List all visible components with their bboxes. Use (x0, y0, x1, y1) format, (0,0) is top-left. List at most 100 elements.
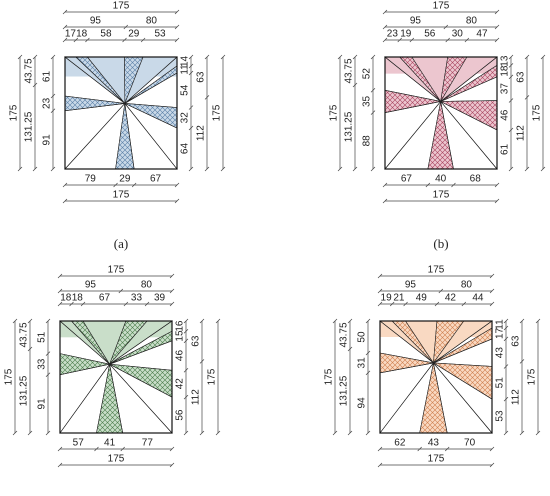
dim-tick (27, 430, 33, 436)
dim-tick (519, 359, 525, 364)
dim-tick (57, 301, 63, 307)
dim-tick (62, 182, 68, 188)
dim-tick (50, 166, 56, 172)
dim-tick (445, 37, 450, 43)
dim-tick (183, 338, 189, 344)
dim-tick (199, 359, 205, 364)
dim-label: 80 (466, 16, 478, 27)
dim-tick (352, 82, 358, 88)
dim-label: 50 (357, 331, 368, 343)
dim-tick (50, 93, 56, 99)
dim-tick (365, 350, 371, 356)
dim-tick (508, 166, 514, 172)
dim-label: 175 (329, 104, 340, 121)
dim-tick (337, 54, 343, 60)
dim-tick (352, 54, 358, 60)
dim-tick (80, 301, 86, 307)
dim-tick (508, 127, 514, 133)
dim-tick (45, 430, 51, 436)
dim-tick (73, 37, 79, 43)
dim-tick (382, 37, 388, 43)
dim-tick (169, 288, 175, 294)
dim-tick (199, 318, 205, 324)
dim-label: 80 (146, 16, 158, 27)
dim-tick (12, 318, 18, 324)
dim-tick (12, 430, 18, 436)
dim-tick (215, 430, 221, 436)
dim-label: 175 (212, 104, 223, 121)
dim-tick (519, 318, 525, 324)
dim-tick (62, 24, 68, 30)
dim-tick (204, 95, 210, 100)
bottom-wedge (427, 101, 454, 170)
dim-tick (123, 24, 129, 30)
dim-tick (188, 105, 194, 110)
dim-label: 131.25 (19, 375, 30, 406)
dim-tick (535, 430, 541, 436)
dim-label: 91 (37, 398, 48, 410)
dim-tick (489, 462, 495, 468)
dim-label: 95 (410, 16, 422, 27)
dim-label: 63 (196, 71, 207, 83)
dim-label: 44 (472, 293, 484, 304)
dim-tick (204, 166, 210, 172)
dim-tick (188, 125, 194, 131)
dim-label: 64 (180, 143, 191, 155)
dim-label: 63 (191, 335, 202, 347)
dim-tick (524, 166, 530, 172)
dim-tick (169, 273, 175, 279)
dim-tick (503, 430, 509, 436)
dim-tick (45, 351, 51, 356)
dim-label: 19 (381, 293, 393, 304)
dim-label: 46 (175, 350, 186, 362)
dim-label: 63 (516, 71, 527, 83)
dim-tick (508, 98, 514, 103)
dim-tick (409, 37, 415, 43)
dim-label: 112 (196, 125, 207, 141)
panel-border (379, 320, 493, 434)
dim-tick (57, 273, 63, 279)
dim-label: 35 (362, 95, 373, 107)
dim-tick (169, 301, 175, 307)
dim-tick (417, 446, 422, 452)
dim-label: 67 (401, 174, 413, 185)
dim-tick (503, 364, 509, 369)
dim-label: 42 (175, 378, 186, 390)
dim-tick (45, 318, 51, 324)
dim-tick (397, 37, 402, 43)
dim-tick (540, 166, 546, 172)
dim-tick (57, 288, 63, 294)
dim-label: 175 (428, 265, 445, 276)
left-wedge (64, 95, 125, 112)
dim-label: 175 (9, 104, 20, 121)
dim-tick (120, 446, 125, 452)
dim-label: 95 (85, 280, 97, 291)
dim-label: 15 (175, 330, 186, 342)
dim-label: 41 (104, 438, 116, 449)
dim-label: 91 (42, 134, 53, 146)
dim-tick (183, 318, 189, 324)
dim-label: 53 (495, 410, 506, 422)
dim-tick (540, 54, 546, 60)
dim-tick (174, 9, 180, 15)
dim-label: 112 (191, 389, 202, 405)
dim-tick (199, 430, 205, 436)
dim-label: 80 (141, 280, 153, 291)
dim-tick (220, 54, 226, 60)
dim-tick (403, 301, 408, 307)
dim-label: 19 (400, 29, 412, 40)
dim-label: 17 (495, 327, 506, 339)
dim-label: 39 (154, 293, 166, 304)
dim-tick (382, 9, 388, 15)
dim-label: 77 (142, 438, 154, 449)
dim-tick (464, 37, 470, 43)
dim-tick (17, 166, 23, 172)
dim-label: 79 (85, 174, 97, 185)
dim-tick (489, 273, 495, 279)
dim-label: 68 (470, 174, 482, 185)
dim-tick (347, 318, 353, 324)
dim-label: 46 (500, 109, 511, 121)
dim-label: 43.75 (19, 322, 30, 347)
dim-label: 63 (511, 335, 522, 347)
